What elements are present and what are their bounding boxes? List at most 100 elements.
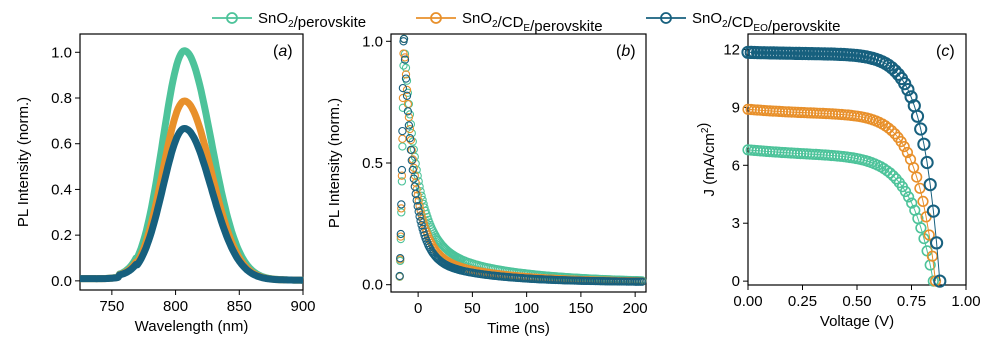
legend-entry: SnO2/CDEO/perovskite xyxy=(646,10,840,35)
data-point xyxy=(396,229,405,239)
data-point xyxy=(404,113,414,122)
series-line xyxy=(747,108,936,282)
y-tick-label: 0.8 xyxy=(51,90,72,107)
legend-entry: SnO2/perovskite xyxy=(212,10,366,31)
data-point xyxy=(886,125,898,137)
data-point xyxy=(638,277,647,286)
data-point xyxy=(914,182,926,194)
series-line xyxy=(747,149,934,282)
data-point xyxy=(396,254,405,263)
data-point xyxy=(882,122,895,134)
data-point xyxy=(399,61,408,70)
data-point xyxy=(889,128,901,140)
panel-label: (a) xyxy=(273,43,293,60)
data-point xyxy=(401,74,411,83)
series-markers xyxy=(395,34,647,286)
series-line xyxy=(747,51,941,282)
data-point xyxy=(926,250,939,262)
data-point xyxy=(926,204,941,218)
data-point xyxy=(397,204,406,213)
data-point xyxy=(899,185,912,198)
data-point xyxy=(407,156,416,165)
data-point xyxy=(395,271,404,281)
data-point xyxy=(400,55,410,64)
data-point xyxy=(401,70,411,79)
y-tick-label: 12 xyxy=(723,41,740,58)
y-tick-label: 0.2 xyxy=(51,227,72,244)
data-point xyxy=(398,83,408,93)
x-tick-label: 0.75 xyxy=(897,293,926,310)
data-point xyxy=(397,208,406,217)
x-tick-label: 850 xyxy=(227,298,252,315)
data-point xyxy=(915,222,927,234)
x-tick-label: 0.50 xyxy=(842,293,871,310)
data-point xyxy=(917,195,929,207)
data-point xyxy=(400,53,410,62)
x-tick-label: 750 xyxy=(99,298,124,315)
data-point xyxy=(402,91,412,100)
data-point xyxy=(408,165,417,175)
data-point xyxy=(414,207,423,216)
data-point xyxy=(907,162,920,174)
data-point xyxy=(405,134,415,143)
data-point xyxy=(911,171,923,183)
data-point xyxy=(412,185,421,194)
data-point xyxy=(884,167,896,179)
legend-marker xyxy=(430,12,442,24)
data-point xyxy=(887,170,899,182)
data-point xyxy=(888,64,902,78)
data-point xyxy=(904,90,918,104)
x-tick-label: 900 xyxy=(290,298,315,315)
data-point xyxy=(404,121,414,130)
data-point xyxy=(923,178,937,192)
legend-entry: SnO2/CDE/perovskite xyxy=(416,10,603,35)
y-tick-label: 0.5 xyxy=(362,155,383,172)
y-tick-label: 9 xyxy=(732,99,740,116)
legend-label: SnO2/perovskite xyxy=(258,10,366,31)
legend-marker xyxy=(660,12,672,24)
panel-c: 0.00 0.25 0.50 0.75 1.00 0 3 6 9 12 Voltage (V) J (… xyxy=(695,33,981,330)
panel-b: 0 50 100 150 200 0.0 0.5 1.0 Time (ns) PL Intensi… xyxy=(326,33,648,337)
data-point xyxy=(398,134,407,143)
data-point xyxy=(910,109,925,123)
data-point xyxy=(923,229,935,241)
series-line xyxy=(77,47,306,284)
x-axis-title: Wavelength (nm) xyxy=(135,318,249,335)
data-point xyxy=(399,49,408,58)
data-point xyxy=(401,63,411,72)
series-markers xyxy=(742,103,942,287)
data-point xyxy=(917,137,931,151)
data-point xyxy=(890,173,902,185)
data-point xyxy=(405,124,415,134)
data-point xyxy=(403,107,413,116)
data-point xyxy=(920,155,934,170)
data-point xyxy=(901,146,914,159)
x-tick-label: 0 xyxy=(414,300,422,317)
y-tick-label: 0.0 xyxy=(362,277,383,294)
data-point xyxy=(901,83,915,97)
legend-label: SnO2/CDE/perovskite xyxy=(462,10,603,35)
data-point xyxy=(906,197,918,209)
data-point xyxy=(413,191,422,200)
data-point xyxy=(398,126,407,136)
x-tick-label: 200 xyxy=(623,300,648,317)
data-point xyxy=(409,174,418,183)
x-tick-label: 150 xyxy=(568,300,593,317)
panel-a: 750 800 850 900 0.0 0.2 0.4 0.6 0.8 1.0 Wavelength… xyxy=(15,33,316,335)
data-point xyxy=(396,234,405,244)
y-tick-label: 3 xyxy=(732,215,740,232)
data-point xyxy=(396,232,405,241)
data-point xyxy=(406,145,416,155)
x-axis-title: Voltage (V) xyxy=(820,313,894,330)
series-markers xyxy=(741,45,947,288)
x-tick-label: 800 xyxy=(163,298,188,315)
data-point xyxy=(416,216,425,226)
panel-label: (c) xyxy=(936,43,955,60)
x-tick-label: 0.25 xyxy=(788,293,817,310)
data-point xyxy=(412,196,421,205)
data-point xyxy=(397,200,406,209)
y-tick-label: 1.0 xyxy=(362,33,383,50)
y-tick-label: 0.6 xyxy=(51,136,72,153)
